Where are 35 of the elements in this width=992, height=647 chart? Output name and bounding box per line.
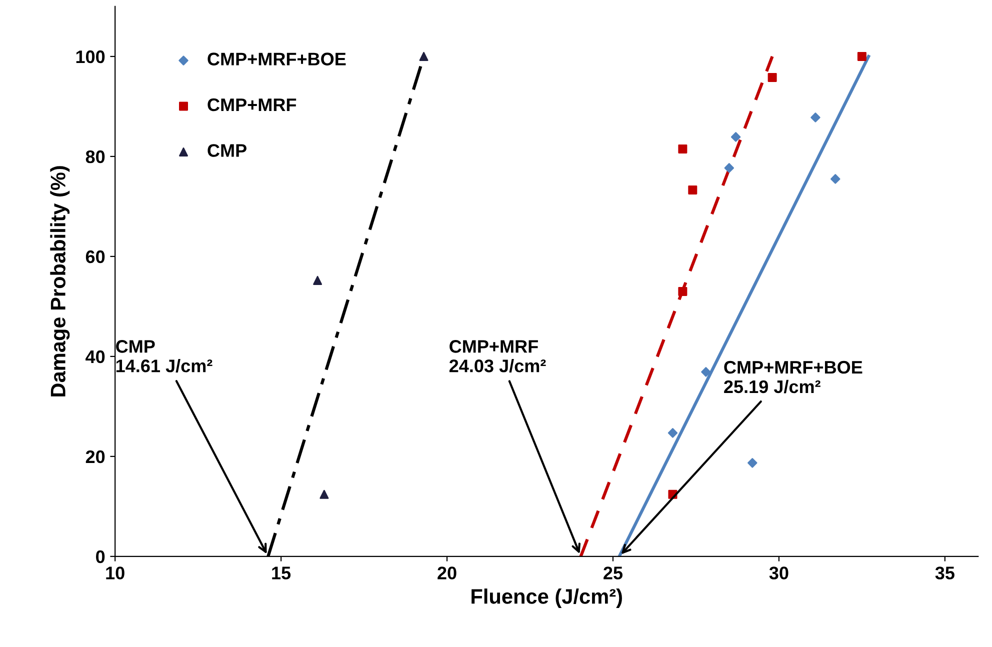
- x-tick-label: 25: [604, 566, 623, 580]
- x-tick-label: 15: [272, 566, 291, 580]
- point: [313, 276, 322, 285]
- point: [857, 52, 866, 61]
- point: [320, 490, 329, 499]
- point: [678, 144, 688, 154]
- point: [701, 367, 711, 377]
- legend-label: CMP: [208, 144, 246, 157]
- annotation: CMP+MRF+BOE 25.19 J/cm²: [724, 360, 862, 394]
- point: [668, 428, 678, 438]
- y-axis-title: Damage Probability (%): [50, 166, 70, 396]
- x-tick-label: 30: [769, 566, 788, 580]
- annotation: CMP 14.61 J/cm²: [116, 340, 212, 372]
- point: [830, 174, 840, 184]
- x-axis-title: Fluence (J/cm²): [472, 588, 622, 608]
- point: [419, 52, 428, 61]
- y-tick-label: 40: [86, 350, 105, 364]
- x-tick-label: 20: [438, 566, 456, 580]
- legend-label: CMP+MRF+BOE: [208, 52, 346, 66]
- x-tick-label: 35: [935, 566, 954, 580]
- point: [810, 112, 820, 122]
- point: [748, 458, 758, 468]
- legend-label: CMP+MRF: [208, 98, 296, 112]
- y-tick-label: 100: [76, 50, 105, 64]
- x-tick-label: 10: [106, 566, 124, 580]
- point: [730, 132, 741, 142]
- y-tick-label: 0: [96, 550, 105, 564]
- y-tick-label: 80: [86, 150, 105, 164]
- annotation: CMP+MRF 24.03 J/cm²: [449, 340, 546, 372]
- point: [724, 163, 734, 173]
- point: [768, 72, 777, 82]
- y-tick-label: 60: [86, 250, 105, 264]
- point: [688, 185, 698, 194]
- y-tick-label: 20: [86, 450, 105, 464]
- point: [678, 286, 688, 296]
